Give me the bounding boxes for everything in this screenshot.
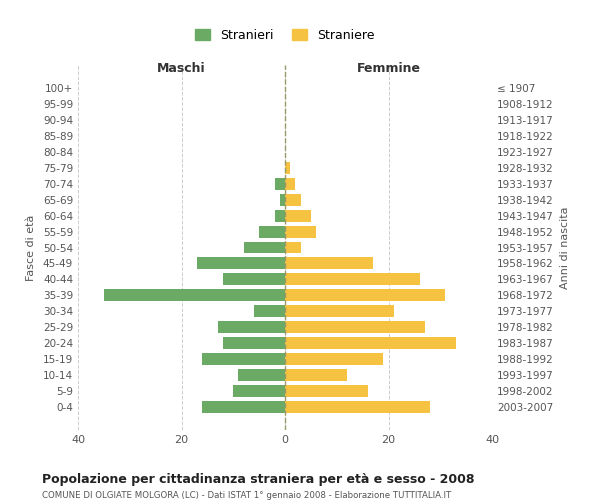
Bar — [197, 258, 285, 270]
Bar — [275, 178, 285, 190]
Bar — [285, 306, 394, 318]
Text: COMUNE DI OLGIATE MOLGORA (LC) - Dati ISTAT 1° gennaio 2008 - Elaborazione TUTTI: COMUNE DI OLGIATE MOLGORA (LC) - Dati IS… — [42, 491, 451, 500]
Bar — [285, 322, 425, 334]
Bar — [285, 290, 445, 302]
Bar — [254, 306, 285, 318]
Bar — [218, 322, 285, 334]
Bar — [285, 226, 316, 237]
Bar — [285, 178, 295, 190]
Bar — [285, 274, 419, 285]
Bar — [202, 354, 285, 366]
Text: Femmine: Femmine — [356, 62, 421, 75]
Bar — [223, 338, 285, 349]
Bar — [285, 386, 368, 398]
Bar — [285, 210, 311, 222]
Y-axis label: Anni di nascita: Anni di nascita — [560, 206, 570, 289]
Legend: Stranieri, Straniere: Stranieri, Straniere — [190, 24, 380, 47]
Bar — [244, 242, 285, 254]
Bar — [285, 370, 347, 382]
Bar — [285, 354, 383, 366]
Bar — [285, 242, 301, 254]
Bar — [275, 210, 285, 222]
Bar — [202, 402, 285, 413]
Bar — [285, 338, 456, 349]
Bar — [285, 162, 290, 173]
Bar — [280, 194, 285, 205]
Text: Popolazione per cittadinanza straniera per età e sesso - 2008: Popolazione per cittadinanza straniera p… — [42, 472, 475, 486]
Bar — [238, 370, 285, 382]
Bar — [285, 194, 301, 205]
Bar — [233, 386, 285, 398]
Bar — [285, 402, 430, 413]
Y-axis label: Fasce di età: Fasce di età — [26, 214, 36, 280]
Bar — [285, 258, 373, 270]
Bar — [223, 274, 285, 285]
Bar — [104, 290, 285, 302]
Text: Maschi: Maschi — [157, 62, 206, 75]
Bar — [259, 226, 285, 237]
